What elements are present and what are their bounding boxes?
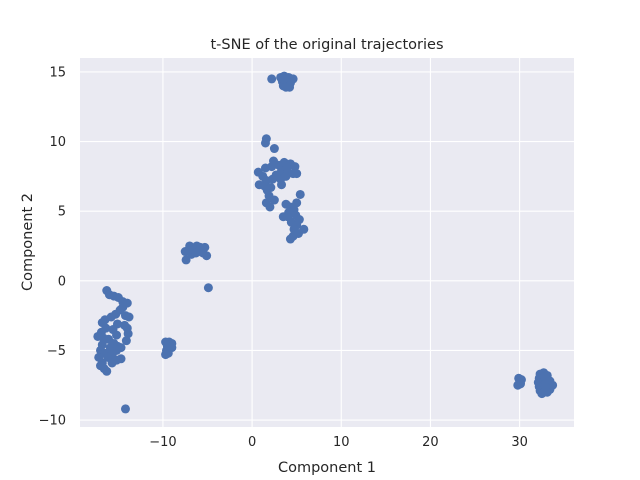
scatter-point xyxy=(516,379,525,389)
scatter-point xyxy=(285,82,295,92)
y-tick-labels: −10 −5 0 5 10 15 xyxy=(39,65,66,428)
x-axis-label: Component 1 xyxy=(278,460,376,476)
y-tick-label: 15 xyxy=(49,65,66,80)
scatter-point xyxy=(267,74,277,84)
x-tick-label: −10 xyxy=(149,435,176,450)
scatter-point xyxy=(288,231,298,241)
scatter-point xyxy=(279,74,289,84)
scatter-point xyxy=(260,138,270,148)
x-tick-label: 10 xyxy=(333,435,350,450)
scatter-point xyxy=(265,202,275,212)
y-tick-label: 10 xyxy=(49,135,66,150)
scatter-point xyxy=(292,198,302,208)
chart-title: t-SNE of the original trajectories xyxy=(210,37,443,53)
scatter-point xyxy=(282,163,292,173)
scatter-point xyxy=(295,189,305,199)
scatter-point xyxy=(269,195,279,205)
scatter-point xyxy=(540,372,550,382)
scatter-point xyxy=(269,144,279,154)
scatter-point xyxy=(124,312,134,322)
y-axis-label: Component 2 xyxy=(20,193,36,291)
x-tick-labels: −10 0 10 20 30 xyxy=(149,435,528,450)
scatter-point xyxy=(121,336,131,346)
y-tick-label: 0 xyxy=(58,274,66,289)
scatter-point xyxy=(191,248,201,258)
scatter-point xyxy=(123,329,133,339)
scatter-point xyxy=(537,389,547,399)
scatter-point xyxy=(161,350,171,360)
scatter-point xyxy=(292,169,302,179)
scatter-points xyxy=(93,71,558,414)
scatter-point xyxy=(102,366,112,376)
scatter-point xyxy=(290,162,300,172)
scatter-point xyxy=(540,382,550,392)
scatter-point xyxy=(112,355,122,365)
x-tick-label: 30 xyxy=(511,435,528,450)
scatter-point xyxy=(112,330,122,340)
scatter-point xyxy=(271,170,281,180)
scatter-point xyxy=(294,215,304,225)
scatter-point xyxy=(299,224,309,234)
scatter-point xyxy=(202,251,212,261)
x-tick-label: 20 xyxy=(422,435,439,450)
scatter-point xyxy=(181,255,191,265)
plot-area xyxy=(80,58,574,427)
x-tick-label: 0 xyxy=(248,435,256,450)
scatter-point xyxy=(283,212,293,222)
scatter-point xyxy=(112,345,122,355)
scatter-point xyxy=(120,404,130,414)
scatter-point xyxy=(269,156,278,166)
scatter-point xyxy=(277,180,287,190)
y-tick-label: −10 xyxy=(39,414,66,429)
y-tick-label: 5 xyxy=(58,205,66,220)
y-tick-label: −5 xyxy=(47,344,66,359)
scatter-point xyxy=(203,283,213,293)
